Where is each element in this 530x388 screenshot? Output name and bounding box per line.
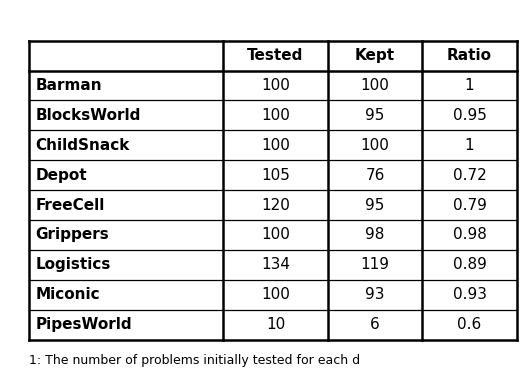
Text: 1: 1 (465, 78, 474, 93)
Text: 0.93: 0.93 (453, 287, 487, 302)
Text: 120: 120 (261, 197, 290, 213)
Text: Kept: Kept (355, 48, 395, 63)
Text: 1: The number of problems initially tested for each d: 1: The number of problems initially test… (29, 354, 360, 367)
Text: 100: 100 (360, 78, 390, 93)
Text: 134: 134 (261, 257, 290, 272)
Text: 105: 105 (261, 168, 290, 183)
Text: BlocksWorld: BlocksWorld (36, 108, 141, 123)
Text: Ratio: Ratio (447, 48, 492, 63)
Text: 95: 95 (365, 197, 385, 213)
Text: 1: 1 (465, 138, 474, 153)
Text: Tested: Tested (248, 48, 304, 63)
Text: 100: 100 (261, 138, 290, 153)
Text: 98: 98 (365, 227, 385, 242)
Text: 0.95: 0.95 (453, 108, 487, 123)
Text: 93: 93 (365, 287, 385, 302)
Text: 76: 76 (365, 168, 385, 183)
Text: 6: 6 (370, 317, 380, 332)
Text: Barman: Barman (36, 78, 102, 93)
Text: 100: 100 (360, 138, 390, 153)
Text: 95: 95 (365, 108, 385, 123)
Text: 0.89: 0.89 (453, 257, 487, 272)
Text: Grippers: Grippers (36, 227, 109, 242)
Text: 100: 100 (261, 287, 290, 302)
Text: FreeCell: FreeCell (36, 197, 105, 213)
Text: 0.72: 0.72 (453, 168, 487, 183)
Text: ChildSnack: ChildSnack (36, 138, 130, 153)
Text: Depot: Depot (36, 168, 87, 183)
Text: Logistics: Logistics (36, 257, 111, 272)
Text: 10: 10 (266, 317, 285, 332)
Text: 100: 100 (261, 108, 290, 123)
Text: 0.98: 0.98 (453, 227, 487, 242)
Text: 0.6: 0.6 (457, 317, 482, 332)
Text: 0.79: 0.79 (453, 197, 487, 213)
Text: 100: 100 (261, 227, 290, 242)
Text: PipesWorld: PipesWorld (36, 317, 132, 332)
Text: 100: 100 (261, 78, 290, 93)
Text: Miconic: Miconic (36, 287, 100, 302)
Text: 119: 119 (360, 257, 390, 272)
